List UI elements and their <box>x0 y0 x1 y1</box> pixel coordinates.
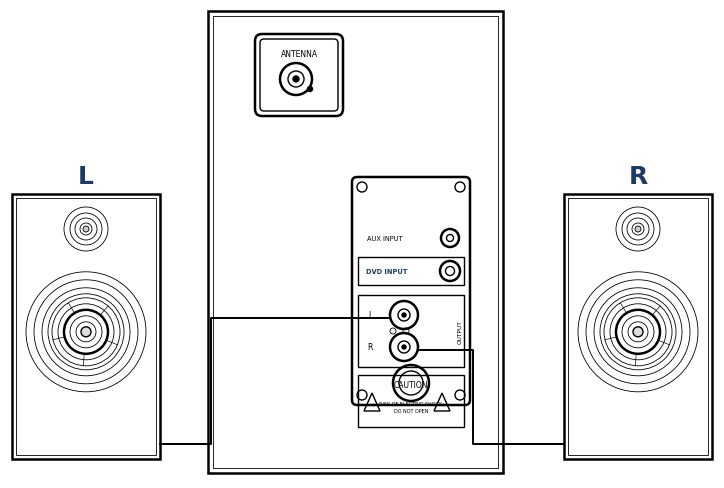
Circle shape <box>635 226 641 232</box>
Text: !: ! <box>441 403 443 407</box>
Bar <box>568 199 708 455</box>
Bar <box>16 199 156 455</box>
Bar <box>12 195 160 459</box>
Text: L: L <box>78 164 94 189</box>
Text: ANTENNA: ANTENNA <box>280 50 318 60</box>
Text: DVD INPUT: DVD INPUT <box>366 268 408 274</box>
Bar <box>564 195 712 459</box>
Text: R: R <box>367 343 373 352</box>
Bar <box>358 295 464 367</box>
Bar <box>358 375 464 427</box>
Circle shape <box>81 327 91 337</box>
Bar <box>208 12 503 473</box>
Bar <box>213 17 498 468</box>
Circle shape <box>633 327 643 337</box>
Text: OUTPUT: OUTPUT <box>458 320 463 343</box>
Text: CAUTION: CAUTION <box>394 381 429 390</box>
Circle shape <box>402 313 406 317</box>
Circle shape <box>402 346 406 349</box>
Circle shape <box>308 87 313 92</box>
Text: !: ! <box>371 403 373 407</box>
Bar <box>358 258 464 285</box>
Circle shape <box>83 226 89 232</box>
Text: RISK OF ELECTRIC SHOCK
DO NOT OPEN: RISK OF ELECTRIC SHOCK DO NOT OPEN <box>379 401 442 413</box>
Text: AUX INPUT: AUX INPUT <box>367 236 403 242</box>
Circle shape <box>293 77 299 83</box>
Text: R: R <box>628 164 648 189</box>
Text: L: L <box>368 311 372 320</box>
